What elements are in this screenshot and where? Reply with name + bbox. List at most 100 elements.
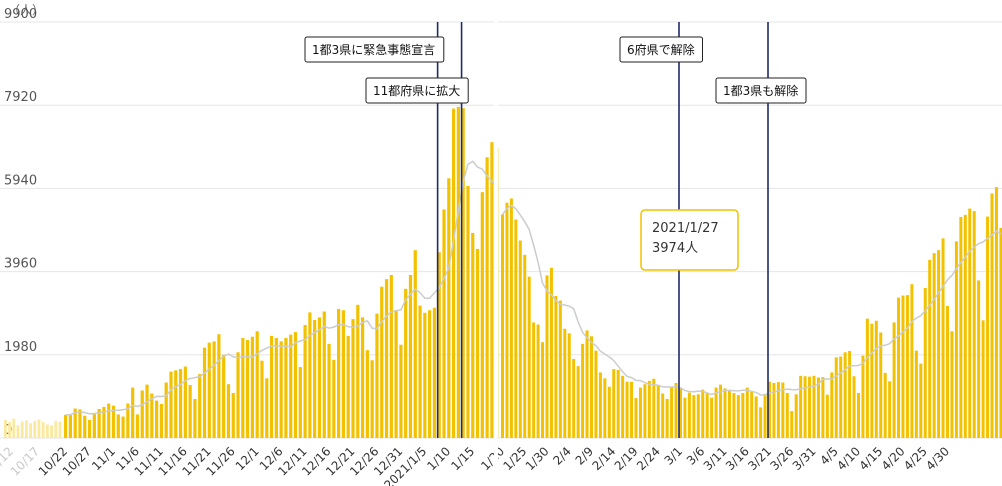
bar [451,108,456,438]
bar [428,310,432,438]
bar [963,214,967,438]
bar [901,295,905,438]
bar [145,384,149,438]
bar [327,343,331,438]
x-tick-label: 4/15 [856,444,885,473]
bar [736,395,740,438]
bar [732,393,736,438]
bar [576,366,580,438]
bar [150,393,154,438]
bar [959,216,963,438]
bar [879,332,883,438]
event-annotation-label: 1都3県に緊急事態宣言 [312,42,435,57]
y-tick-label: 0 [4,423,12,438]
faded-bar [4,419,7,438]
bar [111,405,116,438]
x-tick-label-faded: 10/17 [8,444,42,478]
bar [193,398,197,438]
bar [332,359,336,438]
bar [545,275,549,438]
y-axis: 0 1980 3960 5940 7920 9900 [4,7,37,438]
bar [652,378,656,438]
bar [313,319,317,438]
bar [946,306,949,438]
bar [905,295,909,438]
bar [941,238,945,438]
event-markers: 1都3県に緊急事態宣言 11都府県に拡大 6府県で解除 1都3県も解除 [304,0,807,486]
bar [727,390,731,438]
tooltip-box [640,209,739,271]
bar [874,320,878,438]
bar [710,397,714,438]
bar [968,208,972,438]
panel-separator [494,0,498,486]
bar [848,351,852,438]
x-tick-label: 4/30 [923,444,952,473]
event-annotation-box [715,77,807,104]
bar [255,331,259,438]
y-tick-label: 9900 [4,7,37,22]
bar [126,403,130,438]
bar [986,216,990,438]
faded-edge-bars [4,418,62,438]
bar [265,378,269,438]
bar [803,376,807,438]
bar [954,241,958,438]
bar [834,357,838,438]
bar [621,375,625,438]
x-tick-label: 11/1 [89,444,118,473]
bar [567,333,571,438]
bar [246,340,250,438]
bar [634,398,638,438]
bar [883,372,887,438]
bar [212,341,216,438]
bar [356,304,360,438]
bar [164,382,168,438]
bar [226,384,231,438]
bar [222,354,226,438]
bar [910,284,914,438]
x-tick-label: 2/24 [634,444,663,473]
bar [527,276,531,438]
bar [380,286,384,438]
bar [919,363,923,438]
bar [131,387,135,438]
bar [384,279,389,438]
bar [217,334,221,438]
x-tick-label: 2/14 [589,444,618,473]
bar [279,341,283,438]
bar [643,384,647,438]
bar [169,371,173,438]
faded-bar [50,425,53,438]
bar [198,374,202,438]
bar [683,397,687,438]
tooltip: 2021/1/27 3974人 [640,209,739,271]
faded-bar [37,419,41,438]
bar [585,330,589,438]
bar [289,334,293,438]
bar [670,387,674,438]
bar [705,393,709,438]
bar [990,193,994,438]
bar [594,350,598,438]
bar [563,328,567,438]
bar [471,232,475,438]
bar [790,411,794,438]
y-tick-label: 1980 [4,340,37,355]
x-tick-label: 4/20 [879,444,908,473]
bar [799,375,803,438]
bar [303,324,307,438]
bar [914,350,918,438]
bar [269,335,274,438]
faded-bar [16,425,20,438]
faded-bar [46,424,49,438]
bar [865,318,869,438]
y-axis-unit-label: （人） [8,3,44,17]
bar [808,376,812,438]
faded-bar [25,420,28,438]
faded-bar [41,422,45,438]
bar [370,360,374,438]
bar [475,248,480,438]
tooltip-date: 2021/1/27 [652,221,719,236]
bar [159,403,163,438]
